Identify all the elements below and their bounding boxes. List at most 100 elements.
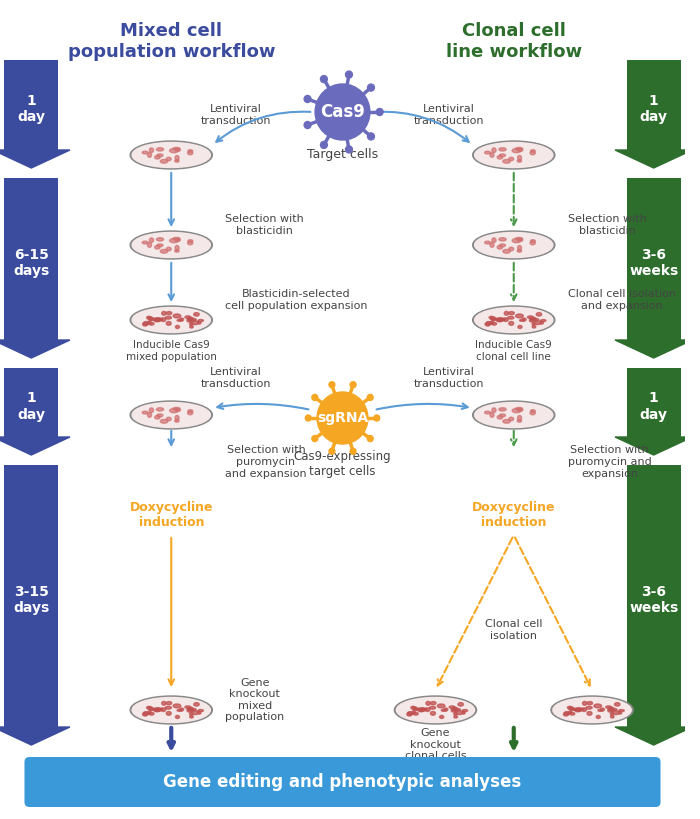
Ellipse shape [484, 152, 491, 154]
Ellipse shape [396, 698, 475, 722]
Ellipse shape [190, 713, 193, 716]
Circle shape [317, 392, 368, 444]
Ellipse shape [454, 713, 457, 716]
Ellipse shape [582, 701, 587, 705]
Ellipse shape [509, 322, 514, 325]
Ellipse shape [192, 711, 199, 715]
Ellipse shape [149, 148, 153, 152]
Text: Inducible Cas9
mixed population: Inducible Cas9 mixed population [126, 340, 217, 362]
Ellipse shape [517, 148, 523, 152]
Ellipse shape [536, 313, 542, 316]
Ellipse shape [154, 319, 160, 322]
Ellipse shape [532, 319, 539, 321]
Ellipse shape [190, 323, 193, 325]
Circle shape [312, 395, 318, 400]
Ellipse shape [534, 321, 541, 324]
Ellipse shape [596, 715, 601, 718]
Ellipse shape [148, 152, 151, 157]
Ellipse shape [473, 231, 555, 259]
Ellipse shape [157, 154, 163, 156]
Ellipse shape [142, 411, 148, 414]
Ellipse shape [517, 246, 522, 251]
Ellipse shape [194, 703, 199, 706]
Ellipse shape [421, 708, 427, 711]
Ellipse shape [148, 321, 151, 324]
Ellipse shape [148, 242, 151, 247]
Ellipse shape [473, 141, 555, 169]
Polygon shape [615, 340, 692, 358]
Ellipse shape [569, 707, 574, 710]
Text: Doxycycline
induction: Doxycycline induction [472, 501, 556, 529]
Ellipse shape [529, 319, 535, 322]
Ellipse shape [473, 401, 555, 429]
Ellipse shape [169, 238, 178, 242]
Ellipse shape [540, 319, 546, 322]
Ellipse shape [610, 716, 614, 718]
Ellipse shape [155, 415, 160, 419]
Ellipse shape [149, 408, 153, 413]
Ellipse shape [499, 238, 506, 241]
FancyBboxPatch shape [4, 368, 58, 437]
Ellipse shape [411, 706, 415, 709]
Ellipse shape [192, 321, 199, 324]
Ellipse shape [489, 316, 493, 319]
Ellipse shape [517, 160, 522, 162]
FancyBboxPatch shape [4, 60, 58, 150]
Ellipse shape [130, 141, 212, 169]
Ellipse shape [425, 708, 430, 712]
Ellipse shape [516, 238, 522, 240]
Ellipse shape [444, 708, 448, 711]
Ellipse shape [499, 408, 506, 411]
Ellipse shape [180, 318, 183, 321]
Text: Lentiviral
transduction: Lentiviral transduction [201, 367, 271, 389]
Ellipse shape [492, 319, 500, 320]
Ellipse shape [142, 152, 148, 154]
Text: Lentiviral
transduction: Lentiviral transduction [414, 104, 484, 126]
Circle shape [304, 121, 311, 129]
FancyBboxPatch shape [626, 60, 680, 150]
Ellipse shape [175, 419, 179, 423]
Ellipse shape [516, 314, 524, 318]
Ellipse shape [155, 246, 160, 249]
Ellipse shape [150, 319, 158, 320]
Ellipse shape [146, 706, 151, 709]
Ellipse shape [175, 156, 179, 161]
Text: 3-15
days: 3-15 days [13, 585, 50, 615]
Ellipse shape [452, 707, 458, 711]
Circle shape [350, 448, 356, 455]
Ellipse shape [188, 707, 193, 711]
Ellipse shape [610, 713, 613, 716]
Ellipse shape [497, 415, 503, 419]
Text: Gene
knockout
clonal cells: Gene knockout clonal cells [405, 728, 466, 761]
Ellipse shape [564, 712, 570, 715]
FancyBboxPatch shape [4, 178, 58, 340]
Ellipse shape [509, 311, 514, 314]
Ellipse shape [180, 708, 183, 711]
Ellipse shape [512, 409, 521, 413]
Text: 1
day: 1 day [640, 391, 668, 422]
Ellipse shape [475, 143, 553, 168]
Ellipse shape [615, 703, 620, 706]
Circle shape [346, 71, 352, 78]
Polygon shape [0, 727, 70, 745]
Text: 1
day: 1 day [18, 94, 46, 124]
Ellipse shape [157, 244, 163, 247]
Ellipse shape [485, 323, 490, 326]
Ellipse shape [188, 152, 193, 155]
Polygon shape [615, 727, 692, 745]
Ellipse shape [454, 708, 461, 711]
FancyBboxPatch shape [626, 178, 680, 340]
Ellipse shape [532, 326, 536, 328]
Ellipse shape [491, 321, 494, 324]
Text: Selection with
puromycin
and expansion: Selection with puromycin and expansion [225, 446, 307, 478]
FancyBboxPatch shape [626, 368, 680, 437]
Ellipse shape [462, 712, 465, 714]
Ellipse shape [130, 401, 212, 429]
Ellipse shape [148, 711, 151, 714]
Ellipse shape [185, 706, 190, 708]
Ellipse shape [173, 147, 180, 150]
Text: Clonal cell isolation
and expansion: Clonal cell isolation and expansion [568, 289, 676, 310]
Ellipse shape [177, 319, 182, 321]
Text: Clonal cell
isolation: Clonal cell isolation [485, 619, 542, 640]
Ellipse shape [612, 711, 620, 715]
